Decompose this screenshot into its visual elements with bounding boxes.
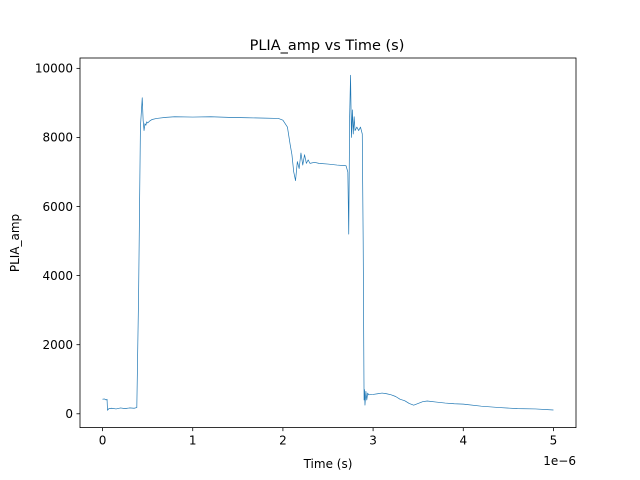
x-tick-label: 1: [189, 434, 197, 448]
x-tick-label: 4: [459, 434, 467, 448]
y-tick-label: 6000: [42, 200, 73, 214]
y-tick-label: 2000: [42, 338, 73, 352]
x-tick-label: 0: [99, 434, 107, 448]
x-axis-label: Time (s): [303, 457, 353, 471]
x-tick-label: 2: [279, 434, 287, 448]
y-tick-label: 4000: [42, 269, 73, 283]
y-tick-label: 0: [65, 407, 73, 421]
plot-frame: [79, 57, 577, 429]
x-tick-label: 3: [369, 434, 377, 448]
y-tick-label: 10000: [35, 62, 73, 76]
x-tick-label: 5: [550, 434, 558, 448]
y-axis-ticks: 0 2000 4000 6000 8000 10000: [35, 62, 80, 421]
x-axis-offset-label: 1e−6: [543, 454, 576, 468]
y-tick-label: 8000: [42, 131, 73, 145]
series-layer: [102, 74, 554, 411]
x-axis-ticks: 0 1 2 3 4 5: [99, 427, 558, 448]
plot-area: [79, 57, 577, 429]
y-axis-label: PLIA_amp: [8, 214, 22, 272]
series-line: [102, 74, 554, 411]
chart-title: PLIA_amp vs Time (s): [250, 38, 405, 54]
